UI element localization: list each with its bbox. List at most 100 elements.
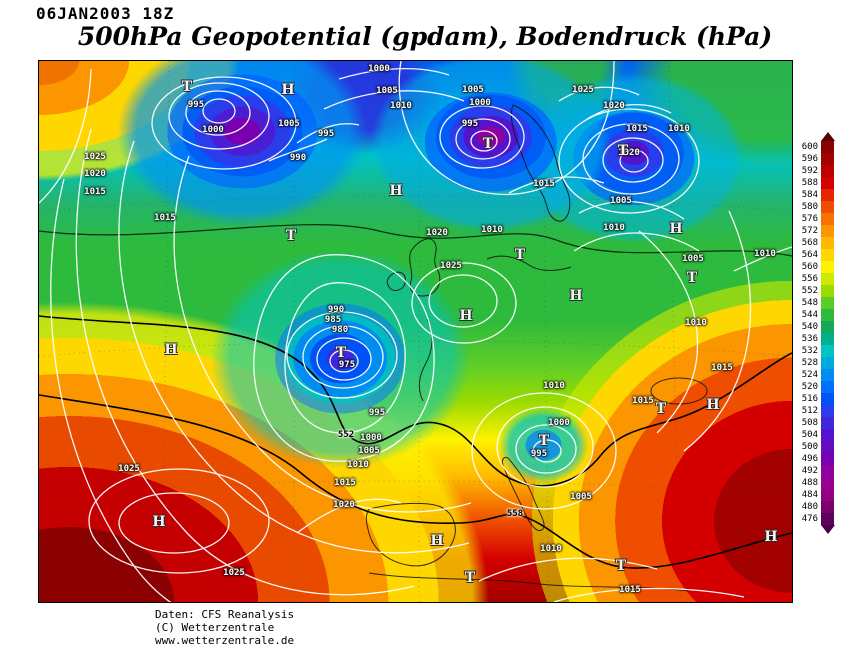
colorbar-arrow-top-row [792, 132, 835, 141]
colorbar-row: 572 [792, 225, 835, 237]
colorbar-tick-label: 584 [801, 190, 818, 200]
colorbar-row: 596 [792, 153, 835, 165]
colorbar-legend: 600 596 592 588 584 580 576 572 568 564 560 556 552 5… [792, 132, 835, 534]
isobar-label: 1020 [426, 228, 448, 238]
colorbar-tick-label: 540 [801, 322, 818, 332]
isobar-label: 995 [530, 449, 548, 459]
colorbar-swatch [821, 309, 834, 321]
isobar-label: 1010 [543, 381, 565, 391]
isobar-label: 1025 [572, 85, 594, 95]
colorbar-swatch [821, 513, 834, 525]
colorbar-arrow-bottom-row [792, 525, 835, 534]
isobar-label: 990 [289, 153, 307, 163]
colorbar-row: 600 [792, 141, 835, 153]
colorbar-swatch [821, 249, 834, 261]
pressure-center-t: T [655, 401, 667, 417]
colorbar-tick-label: 596 [801, 154, 818, 164]
colorbar-swatch [821, 501, 834, 513]
colorbar-swatch [821, 465, 834, 477]
colorbar-row: 580 [792, 201, 835, 213]
colorbar-tick-label: 564 [801, 250, 818, 260]
colorbar-tick-label: 568 [801, 238, 818, 248]
colorbar-row: 480 [792, 501, 835, 513]
pressure-center-h: H [764, 529, 778, 545]
colorbar-row: 488 [792, 477, 835, 489]
isobar-label: 1015 [711, 363, 733, 373]
isobar-label: 1010 [390, 101, 412, 111]
isobar-label: 1015 [533, 179, 555, 189]
isobar-label: 1025 [440, 261, 462, 271]
map-label-layer: 1000 1005 1010 1005 1000 995 995 1000 1005 995 990… [39, 61, 792, 602]
geopotential-height-label: 552 [337, 430, 355, 440]
colorbar-swatch [821, 189, 834, 201]
isobar-label: 980 [331, 325, 349, 335]
colorbar-tick-label: 484 [801, 490, 818, 500]
map-contours [39, 61, 792, 602]
pressure-center-h: H [459, 308, 473, 324]
colorbar-swatch [821, 321, 834, 333]
pressure-center-t: T [285, 228, 297, 244]
isobar-label: 995 [317, 129, 335, 139]
colorbar-swatch [821, 393, 834, 405]
isobar-label: 1010 [347, 460, 369, 470]
isobar-label: 1010 [540, 544, 562, 554]
isobar-label: 1010 [754, 249, 776, 259]
pressure-center-t: T [464, 570, 476, 586]
isobar-label: 1015 [84, 187, 106, 197]
isobar-label: 1005 [570, 492, 592, 502]
pressure-center-h: H [164, 342, 178, 358]
isobar-label: 1015 [619, 585, 641, 595]
colorbar-tick-label: 504 [801, 430, 818, 440]
coastlines [365, 104, 708, 592]
pressure-center-t: T [335, 345, 347, 361]
isobar-label: 1020 [618, 148, 640, 158]
isobar-label: 1010 [481, 225, 503, 235]
pressure-center-t: T [538, 433, 550, 449]
colorbar-row: 588 [792, 177, 835, 189]
colorbar-arrow-up-icon [821, 132, 835, 141]
colorbar-swatch [821, 417, 834, 429]
colorbar-swatch [821, 261, 834, 273]
colorbar-scale: 600 596 592 588 584 580 576 572 568 564 560 556 552 5… [792, 141, 835, 525]
pressure-center-h: H [281, 82, 295, 98]
pressure-center-t: T [686, 270, 698, 286]
isobar-label: 1000 [548, 418, 570, 428]
colorbar-row: 548 [792, 297, 835, 309]
colorbar-tick-label: 496 [801, 454, 818, 464]
colorbar-row: 564 [792, 249, 835, 261]
credit-line-url: www.wetterzentrale.de [155, 634, 295, 647]
colorbar-row: 492 [792, 465, 835, 477]
pressure-center-t: T [482, 136, 494, 152]
pressure-center-t: T [514, 247, 526, 263]
isobar-label: 990 [327, 305, 345, 315]
isobar-label: 1020 [333, 500, 355, 510]
isobar-label: 1005 [358, 446, 380, 456]
pressure-center-h: H [152, 514, 166, 530]
colorbar-row: 496 [792, 453, 835, 465]
isobar-label: 1000 [202, 125, 224, 135]
colorbar-swatch [821, 441, 834, 453]
colorbar-tick-label: 592 [801, 166, 818, 176]
isobar-label: 1005 [462, 85, 484, 95]
isobar-label: 1000 [469, 98, 491, 108]
isobar-label: 995 [187, 100, 205, 110]
colorbar-tick-label: 476 [801, 514, 818, 524]
colorbar-row: 528 [792, 357, 835, 369]
colorbar-swatch [821, 213, 834, 225]
colorbar-swatch [821, 141, 834, 153]
pressure-center-h: H [669, 221, 683, 237]
colorbar-row: 576 [792, 213, 835, 225]
colorbar-tick-label: 492 [801, 466, 818, 476]
colorbar-tick-label: 516 [801, 394, 818, 404]
isobar-label: 1005 [682, 254, 704, 264]
colorbar-swatch [821, 369, 834, 381]
colorbar-swatch [821, 273, 834, 285]
colorbar-row: 500 [792, 441, 835, 453]
isobar-label: 1025 [223, 568, 245, 578]
isobar-lines [39, 61, 792, 602]
isobar-label: 1010 [685, 318, 707, 328]
colorbar-row: 540 [792, 321, 835, 333]
pressure-center-h: H [706, 397, 720, 413]
colorbar-swatch [821, 225, 834, 237]
colorbar-tick-label: 512 [801, 406, 818, 416]
